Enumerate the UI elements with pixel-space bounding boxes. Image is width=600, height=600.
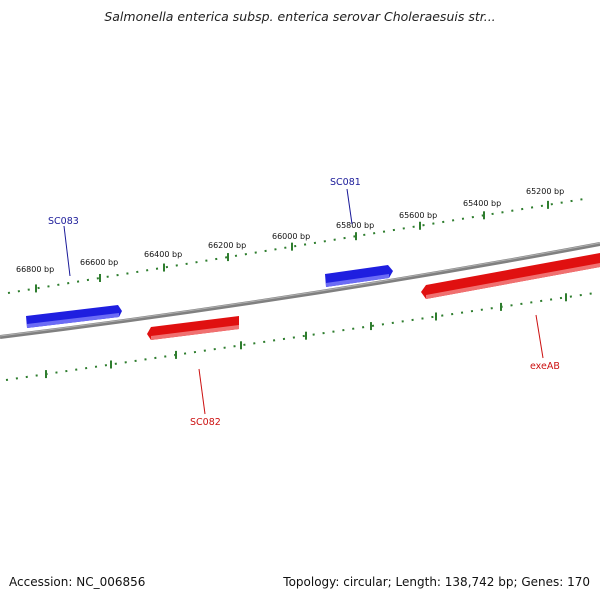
outer-tick-ring — [7, 197, 591, 294]
gene-label-SC083: SC083 — [48, 216, 79, 227]
map-title: Salmonella enterica subsp. enterica sero… — [104, 9, 496, 24]
tick-label: 66600 bp — [80, 258, 118, 267]
tick-label: 66000 bp — [272, 232, 310, 241]
tick-labels: 66800 bp 66600 bp 66400 bp 66200 bp 6600… — [16, 187, 564, 274]
tick-label: 65200 bp — [526, 187, 564, 196]
inner-tick-ring — [5, 292, 596, 381]
outer-major-ticks — [35, 200, 549, 293]
topology-summary: Topology: circular; Length: 138,742 bp; … — [283, 575, 590, 589]
gene-label-SC081: SC081 — [330, 177, 361, 188]
inner-major-ticks — [45, 293, 567, 379]
tick-label: 65800 bp — [336, 221, 374, 230]
gene-SC082[interactable]: SC082 — [147, 316, 239, 428]
tick-label: 65400 bp — [463, 199, 501, 208]
gene-label-exeAB: exeAB — [530, 361, 560, 372]
gene-label-SC082: SC082 — [190, 417, 221, 428]
tick-label: 65600 bp — [399, 211, 437, 220]
tick-label: 66800 bp — [16, 265, 54, 274]
genome-backbone — [0, 242, 600, 339]
tick-label: 66200 bp — [208, 241, 246, 250]
accession-text: Accession: NC_006856 — [9, 575, 146, 589]
tick-label: 66400 bp — [144, 250, 182, 259]
gene-SC083[interactable]: SC083 — [26, 216, 122, 328]
gene-exeAB[interactable]: exeAB — [421, 253, 600, 372]
gene-SC081[interactable]: SC081 — [325, 177, 393, 287]
